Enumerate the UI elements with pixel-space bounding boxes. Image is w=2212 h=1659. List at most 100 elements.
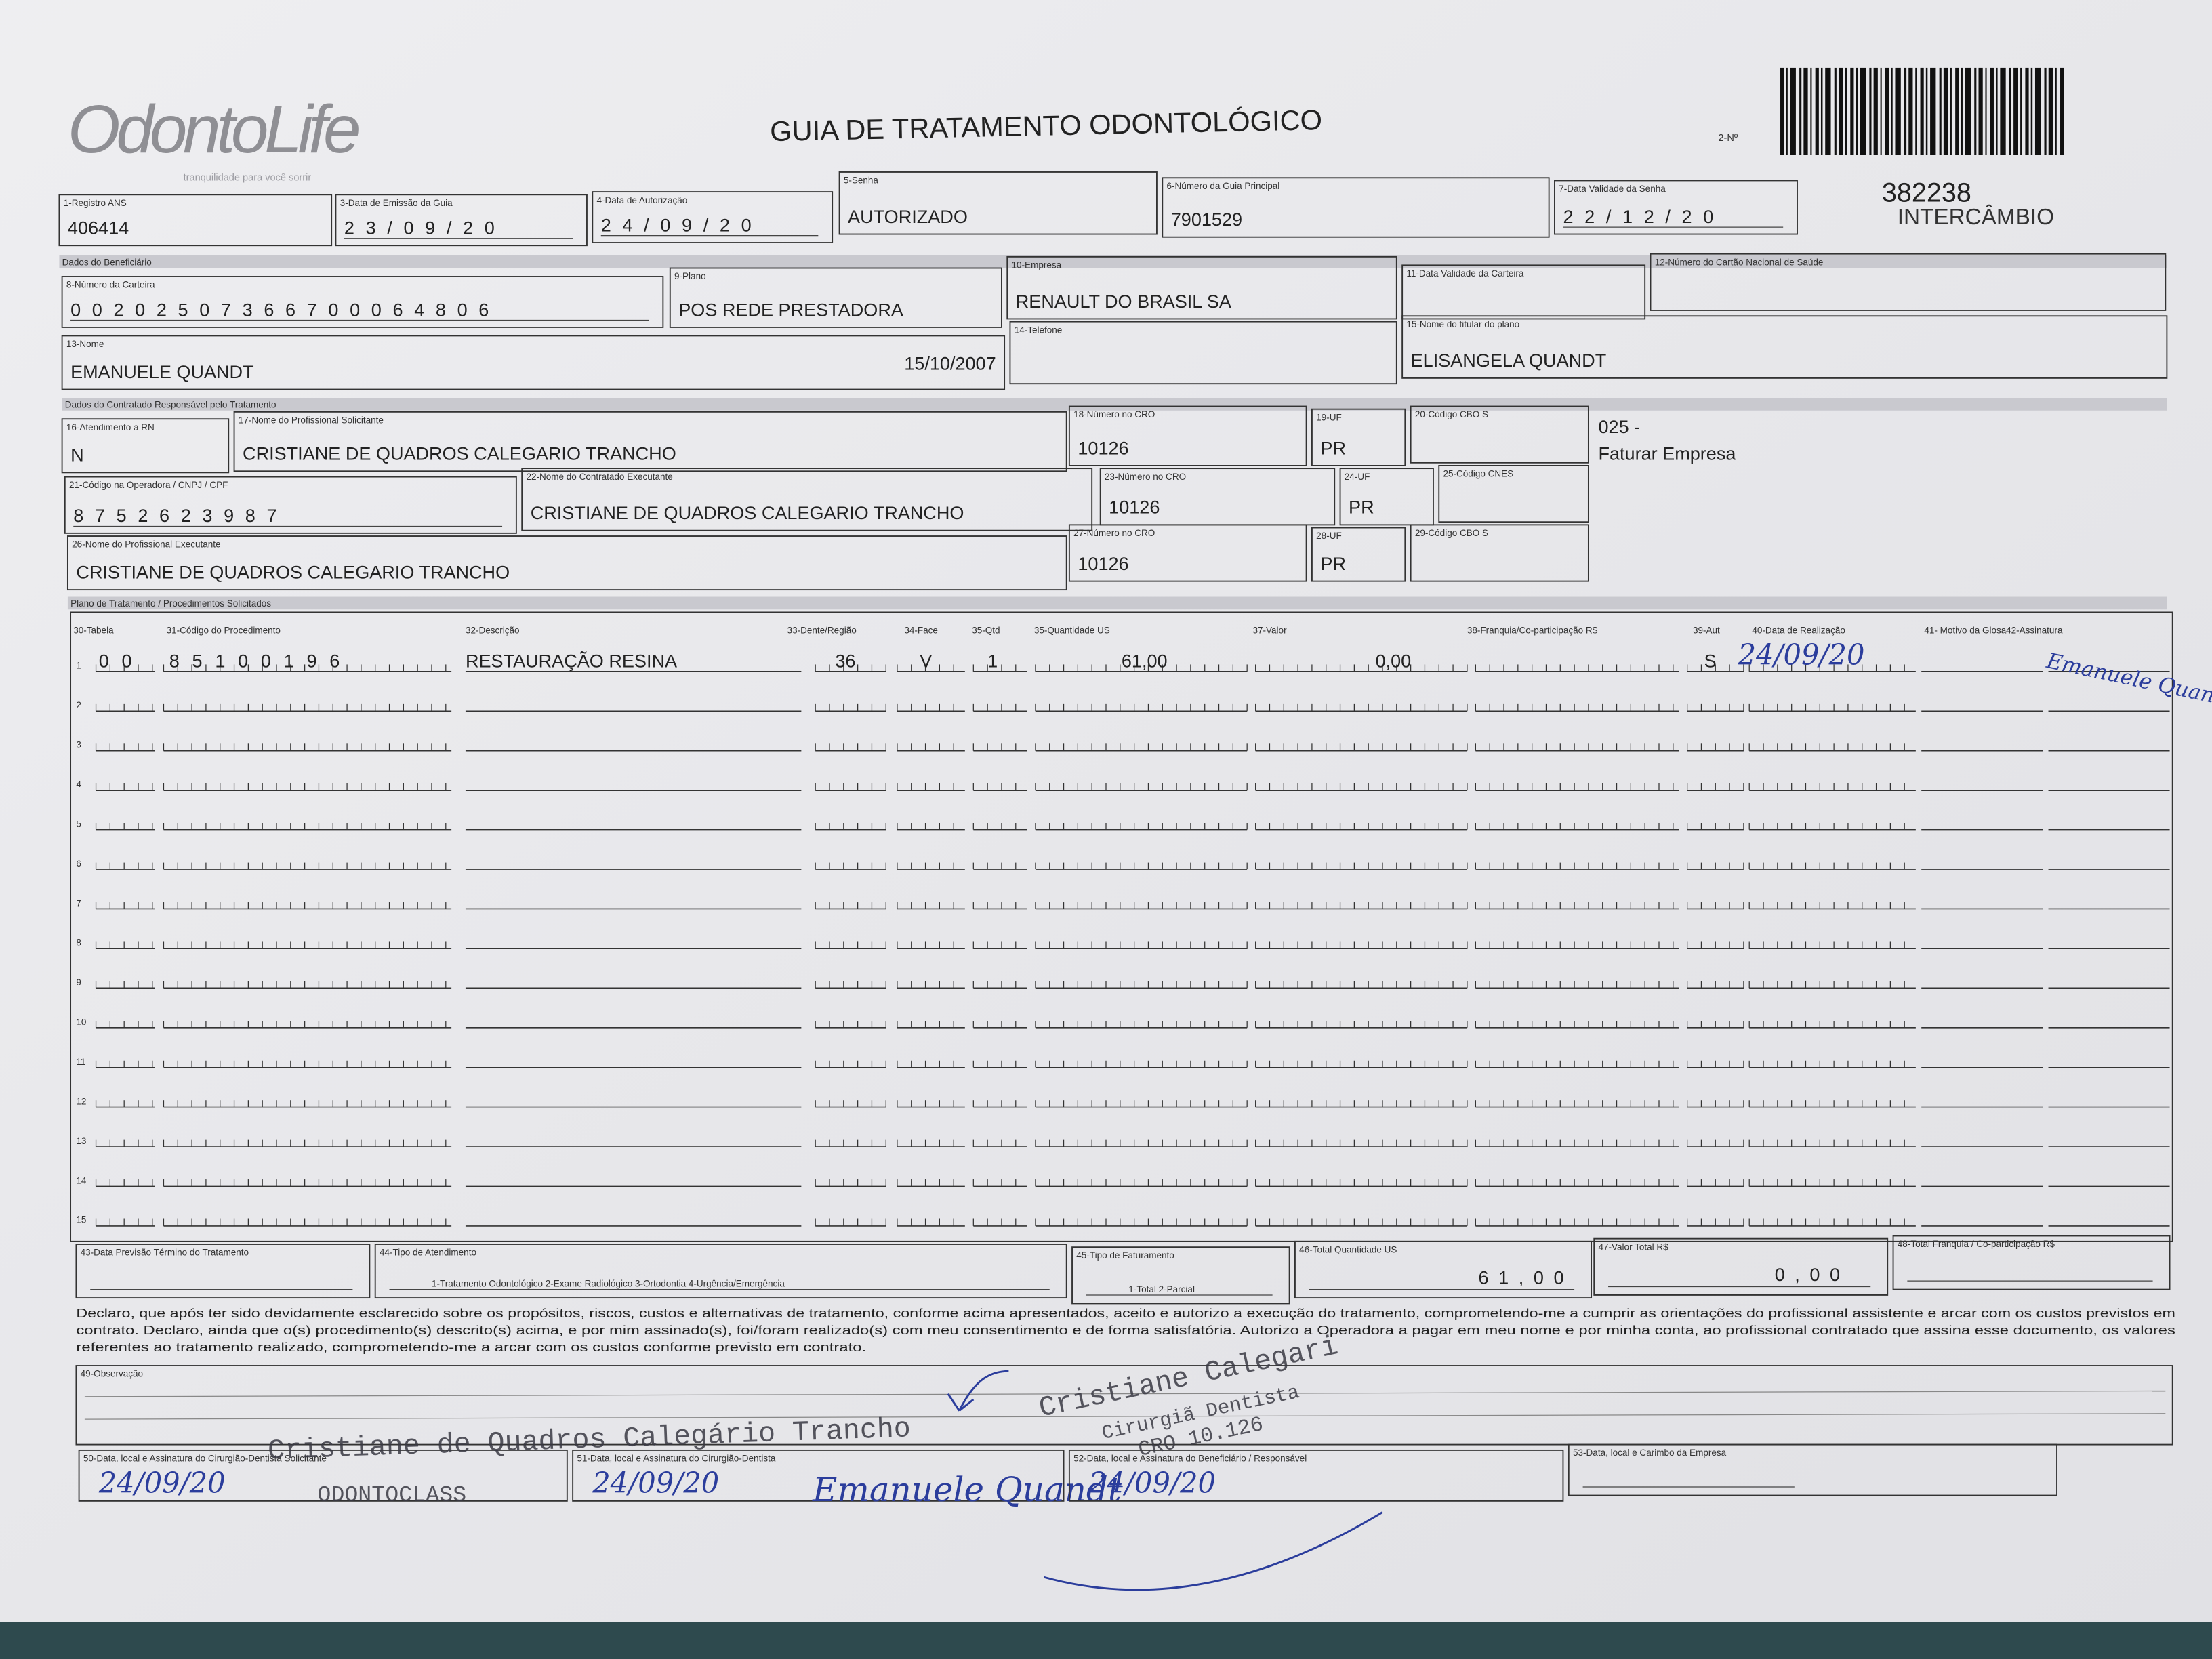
barcode-bar — [1790, 67, 1796, 155]
field-value: EMANUELE QUANDT — [70, 362, 254, 382]
barcode — [1780, 67, 2064, 155]
barcode-bar — [1799, 67, 1802, 155]
field-label: 15-Nome do titular do plano — [1406, 319, 1519, 329]
field-label: 18-Número no CRO — [1073, 409, 1155, 419]
field-box — [1068, 524, 1307, 582]
row-number: 10 — [76, 1017, 86, 1027]
field-label: 19-UF — [1316, 412, 1342, 422]
barcode-bar — [1860, 67, 1866, 155]
cell-value: 36 — [835, 651, 855, 672]
field-label: 4-Data de Autorização — [597, 195, 688, 205]
number-note: INTERCÂMBIO — [1898, 205, 2054, 230]
field-label: 5-Senha — [844, 176, 879, 186]
barcode-bar — [1961, 67, 1963, 155]
procedure-table — [70, 611, 2173, 1242]
signature-handwriting: Emanuele Quandt — [812, 1470, 1122, 1509]
logo: OdontoLife — [68, 92, 359, 167]
row-number: 8 — [76, 938, 81, 948]
field-label: 24-UF — [1345, 472, 1370, 482]
column-header: 35-Quantidade US — [1034, 626, 1110, 636]
cell-handwriting: 24/09/20 — [1738, 638, 1865, 671]
field-label: 14-Telefone — [1015, 325, 1063, 335]
signature-box — [78, 1449, 568, 1502]
barcode-bar — [1943, 67, 1948, 155]
field-label: 23-Número no CRO — [1105, 472, 1186, 482]
form-number: 382238 — [1882, 178, 1971, 208]
signature-date: 24/09/20 — [98, 1466, 226, 1499]
column-header: 34-Face — [904, 626, 938, 636]
field-label: 44-Tipo de Atendimento — [380, 1248, 476, 1258]
barcode-bar — [1856, 67, 1858, 155]
barcode-bar — [1930, 67, 1936, 155]
field-label: 1-Registro ANS — [64, 198, 127, 208]
logo-tagline: tranquilidade para você sorrir — [184, 172, 312, 183]
field-box — [374, 1244, 1067, 1299]
field-box — [1294, 1240, 1593, 1299]
field-value: N — [70, 445, 84, 466]
field-box — [1650, 253, 2167, 311]
barcode-bar — [2000, 67, 2006, 155]
field-value: RENAULT DO BRASIL SA — [1016, 291, 1231, 312]
field-box — [1593, 1237, 1889, 1296]
row-number: 7 — [76, 898, 81, 908]
field-label: 8-Número da Carteira — [66, 280, 155, 290]
field-box — [66, 535, 1067, 591]
section-heading: Plano de Tratamento / Procedimentos Soli… — [70, 598, 271, 609]
field-value: 23/09/20 — [344, 218, 506, 239]
barcode-bar — [1838, 67, 1843, 155]
column-header: 39-Aut — [1693, 626, 1720, 636]
field-value: 7901529 — [1171, 209, 1242, 230]
cbo-note: 025 - — [1598, 417, 1640, 437]
barcode-bar — [2034, 67, 2041, 155]
field-options: 1-Tratamento Odontológico 2-Exame Radiol… — [432, 1278, 785, 1288]
barcode-bar — [2030, 67, 2033, 155]
row-number: 13 — [76, 1136, 86, 1146]
field-label: 22-Nome do Contratado Executante — [526, 472, 672, 482]
section-heading: Dados do Contratado Responsável pelo Tra… — [65, 400, 276, 410]
field-box — [61, 418, 230, 474]
field-box — [1311, 408, 1406, 466]
field-extra: 15/10/2007 — [904, 353, 996, 373]
row-number: 1 — [76, 661, 81, 671]
barcode-bar — [2013, 67, 2018, 155]
field-value: 0,00 — [1775, 1265, 1850, 1285]
section-heading: Dados do Beneficiário — [62, 257, 152, 267]
barcode-bar — [1965, 67, 1971, 155]
column-header: 37-Valor — [1252, 626, 1287, 636]
field-value: 24/09/20 — [601, 215, 763, 235]
field-box — [1401, 315, 2168, 379]
field-box — [1410, 524, 1589, 582]
observation-label: 49-Observação — [81, 1369, 143, 1379]
field-label: 29-Código CBO S — [1415, 528, 1488, 538]
field-box — [1071, 1246, 1290, 1305]
paper-shade — [0, 0, 2212, 1622]
field-label: 3-Data de Emissão da Guia — [340, 198, 453, 208]
barcode-bar — [2044, 67, 2047, 155]
field-value: ELISANGELA QUANDT — [1411, 350, 1607, 371]
row-number: 4 — [76, 779, 81, 790]
barcode-bar — [1891, 67, 1893, 155]
barcode-bar — [1873, 67, 1878, 155]
field-label: 6-Número da Guia Principal — [1167, 181, 1280, 191]
barcode-bar — [1955, 67, 1959, 155]
field-value: PR — [1320, 554, 1346, 574]
field-label: 11-Data Validade da Carteira — [1406, 268, 1524, 279]
cell-value: 85100196 — [169, 651, 352, 672]
field-label: 13-Nome — [66, 339, 104, 349]
barcode-bar — [1850, 67, 1854, 155]
cell-value: S — [1704, 651, 1717, 672]
barcode-bar — [1985, 67, 1987, 155]
barcode-bar — [1925, 67, 1928, 155]
signature-box — [572, 1449, 1065, 1502]
field-value: PR — [1320, 438, 1346, 458]
field-box — [1009, 321, 1397, 385]
barcode-bar — [1845, 67, 1847, 155]
column-header: 35-Qtd — [972, 626, 1000, 636]
column-header: 31-Código do Procedimento — [167, 626, 281, 636]
row-number: 3 — [76, 740, 81, 750]
barcode-bar — [1904, 67, 1907, 155]
cell-value: 61,00 — [1122, 651, 1168, 672]
cell-value: RESTAURAÇÃO RESINA — [466, 651, 677, 672]
